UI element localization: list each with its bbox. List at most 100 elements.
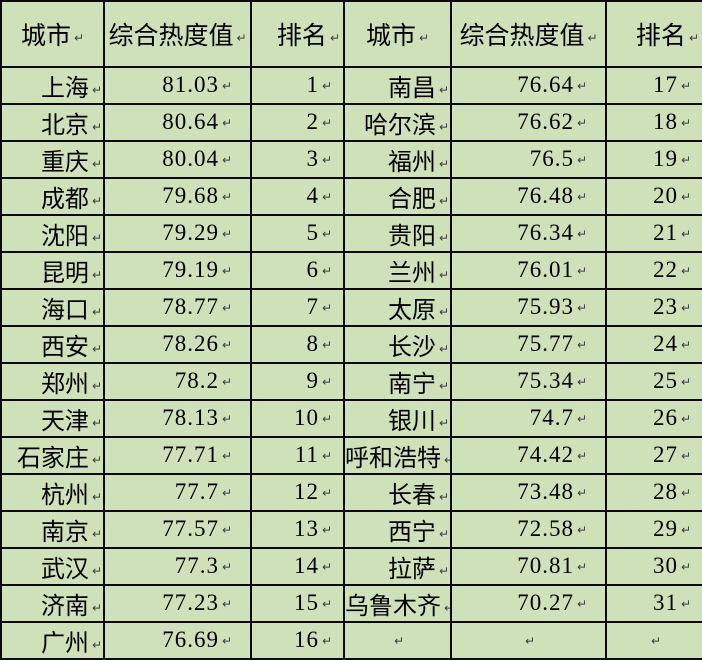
city-cell: 南京 ↵ [0, 510, 105, 549]
paragraph-mark-icon: ↵ [321, 190, 332, 204]
city-text: 沈阳 [40, 224, 89, 250]
city-cell: 西安 ↵ [0, 325, 105, 364]
paragraph-mark-icon: ↵ [576, 560, 587, 574]
rank-text: 10 [293, 405, 319, 430]
table-row: 石家庄↵77.71↵11↵呼和浩特↵74.42↵27↵ [0, 436, 702, 475]
paragraph-mark-icon: ↵ [321, 116, 332, 130]
city-cell: ↵ [343, 621, 452, 660]
paragraph-mark-icon: ↵ [576, 264, 587, 278]
rank-text: 22 [652, 257, 678, 282]
rank-text: 9 [306, 368, 319, 393]
rank-cell: 4 ↵ [250, 177, 345, 216]
city-text: 太原 [387, 298, 436, 324]
paragraph-mark-icon: ↵ [680, 116, 691, 130]
value-text: 77.3 [174, 553, 219, 578]
rank-text: 6 [306, 257, 319, 282]
paragraph-mark-icon: ↵ [321, 523, 332, 537]
city-cell: 成都 ↵ [0, 177, 105, 216]
paragraph-mark-icon: ↵ [236, 31, 247, 45]
paragraph-mark-icon: ↵ [680, 375, 691, 389]
table-row: 广州 ↵ 76.69 ↵ 16 ↵ ↵ ↵ ↵ [0, 621, 702, 660]
value-text: 75.77 [517, 331, 574, 356]
rank-cell: 2 ↵ [250, 103, 345, 142]
value-text: 78.26 [162, 331, 219, 356]
table-row: 重庆 ↵ 80.04 ↵ 3 ↵ 福州 ↵ 76.5 ↵ 19 ↵ [0, 140, 702, 179]
table-row: 沈阳 ↵ 79.29 ↵ 5 ↵ 贵阳 ↵ 76.34 ↵ 21 ↵ [0, 214, 702, 253]
value-cell: 76.64 ↵ [450, 66, 607, 105]
city-text: 呼和浩特 [345, 446, 441, 472]
city-cell: 西宁 ↵ [343, 510, 452, 549]
value-cell: 76.48 ↵ [450, 177, 607, 216]
rank-cell: 30 ↵ [605, 547, 702, 586]
city-text: 郑州 [40, 372, 89, 398]
paragraph-mark-icon: ↵ [91, 305, 102, 319]
rank-cell: 12 ↵ [250, 473, 345, 512]
rank-cell: ↵ [605, 621, 702, 660]
paragraph-mark-icon: ↵ [91, 120, 102, 134]
paragraph-mark-icon: ↵ [329, 31, 340, 45]
paragraph-mark-icon: ↵ [576, 597, 587, 611]
rank-text: 18 [652, 109, 678, 134]
city-cell: 济南 ↵ [0, 584, 105, 623]
rank-cell: 1 ↵ [250, 66, 345, 105]
city-text: 海口 [40, 298, 89, 324]
value-cell: 77.57 ↵ [103, 510, 252, 549]
paragraph-mark-icon: ↵ [221, 338, 232, 352]
table-row: 海口 ↵ 78.77 ↵ 7 ↵ 太原 ↵ 75.93 ↵ 23 ↵ [0, 288, 702, 327]
value-text: 75.34 [517, 368, 574, 393]
paragraph-mark-icon: ↵ [221, 79, 232, 93]
rank-text: 4 [306, 183, 319, 208]
value-text: 79.19 [162, 257, 219, 282]
rank-cell: 8 ↵ [250, 325, 345, 364]
value-cell: 79.68 ↵ [103, 177, 252, 216]
rank-cell: 20 ↵ [605, 177, 702, 216]
rank-cell: 3 ↵ [250, 140, 345, 179]
paragraph-mark-icon: ↵ [73, 31, 85, 45]
paragraph-mark-icon: ↵ [321, 560, 332, 574]
value-cell: 73.48 ↵ [450, 473, 607, 512]
paragraph-mark-icon: ↵ [221, 412, 232, 426]
paragraph-mark-icon: ↵ [576, 79, 587, 93]
rank-text: 26 [652, 405, 678, 430]
rank-cell: 26 ↵ [605, 399, 702, 438]
city-text: 石家庄 [16, 446, 89, 472]
value-cell: 78.77 ↵ [103, 288, 252, 327]
value-text: 74.7 [529, 405, 574, 430]
paragraph-mark-icon: ↵ [221, 449, 232, 463]
rank-cell: 19 ↵ [605, 140, 702, 179]
value-text: 76.01 [517, 257, 574, 282]
paragraph-mark-icon: ↵ [321, 412, 332, 426]
value-text: 80.04 [162, 146, 219, 171]
value-text: 76.62 [517, 109, 574, 134]
city-cell: 太原 ↵ [343, 288, 452, 327]
paragraph-mark-icon: ↵ [221, 523, 232, 537]
rank-text: 3 [306, 146, 319, 171]
rank-text: 23 [652, 294, 678, 319]
city-text: 福州 [387, 150, 436, 176]
value-text: 70.81 [517, 553, 574, 578]
value-text: 77.71 [162, 442, 219, 467]
rank-cell: 10 ↵ [250, 399, 345, 438]
city-cell: 哈尔滨 ↵ [343, 103, 452, 142]
rank-text: 7 [306, 294, 319, 319]
paragraph-mark-icon: ↵ [688, 31, 699, 45]
city-text: 兰州 [387, 261, 436, 287]
rank-cell: 17 ↵ [605, 66, 702, 105]
city-text: 长春 [387, 483, 436, 509]
rank-cell: 14 ↵ [250, 547, 345, 586]
paragraph-mark-icon: ↵ [576, 375, 587, 389]
value-cell: 80.64 ↵ [103, 103, 252, 142]
paragraph-mark-icon: ↵ [321, 227, 332, 241]
paragraph-mark-icon: ↵ [91, 379, 102, 393]
paragraph-mark-icon: ↵ [438, 527, 449, 541]
city-cell: 长沙 ↵ [343, 325, 452, 364]
value-cell: 74.42 ↵ [450, 436, 607, 475]
city-text: 乌鲁木齐 [345, 594, 441, 620]
city-cell: 长春 ↵ [343, 473, 452, 512]
value-text: 73.48 [517, 479, 574, 504]
table-row: 北京 ↵ 80.64 ↵ 2 ↵ 哈尔滨 ↵ 76.62 ↵ 18 ↵ [0, 103, 702, 142]
paragraph-mark-icon: ↵ [680, 153, 691, 167]
header-label: 综合热度值 [108, 23, 234, 50]
table-row: 南京 ↵ 77.57 ↵ 13 ↵ 西宁 ↵ 72.58 ↵ 29 ↵ [0, 510, 702, 549]
city-cell: 重庆 ↵ [0, 140, 105, 179]
